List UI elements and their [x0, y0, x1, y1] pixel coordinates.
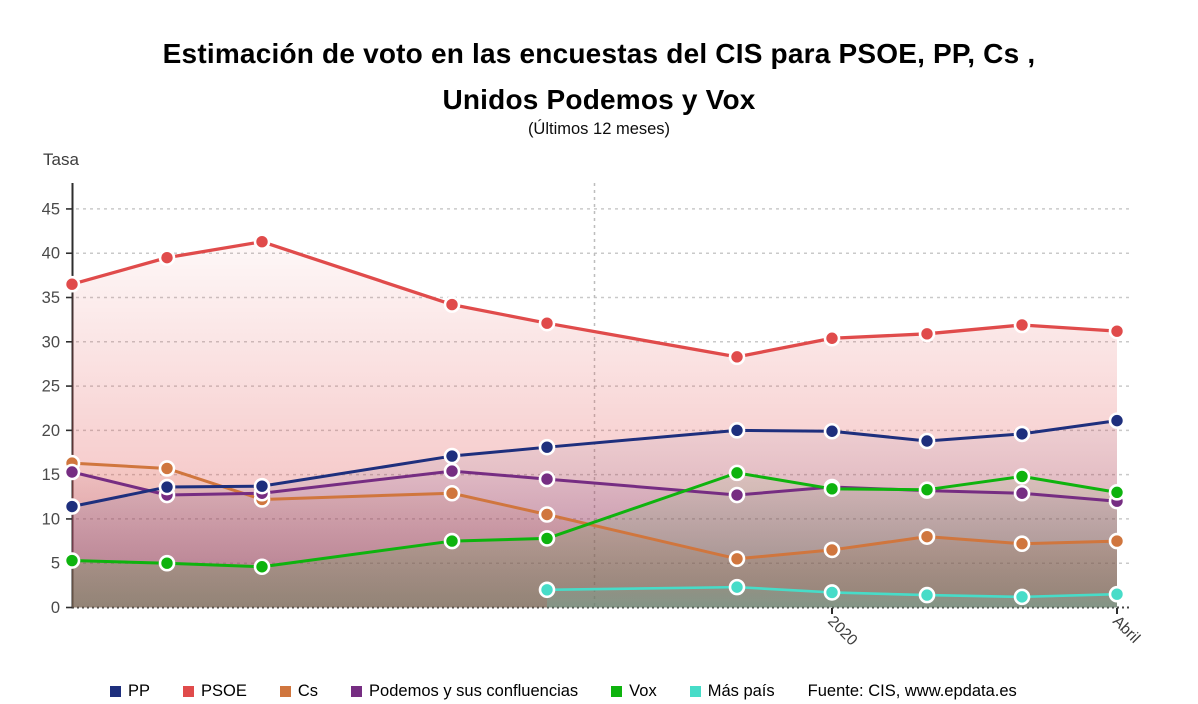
- data-point-PP: [1013, 425, 1031, 443]
- data-point-PP: [63, 498, 81, 515]
- y-tick-label: 30: [42, 333, 60, 351]
- legend-item-psoe[interactable]: PSOE: [183, 682, 247, 701]
- data-point-Más país: [823, 584, 841, 601]
- legend: PP PSOE Cs Podemos y sus confluencias Vo…: [110, 682, 1017, 701]
- data-point-PP: [443, 447, 461, 465]
- x-tick-label: 2020: [824, 613, 861, 650]
- data-point-PSOE: [1108, 322, 1126, 340]
- y-tick-label: 45: [42, 200, 60, 218]
- data-point-Cs: [1108, 532, 1126, 550]
- data-point-Vox: [158, 554, 176, 572]
- y-tick-label: 25: [42, 378, 60, 396]
- data-point-PSOE: [158, 249, 176, 266]
- legend-swatch-podemos-icon: [351, 686, 363, 697]
- source-credit: Fuente: CIS, www.epdata.es: [807, 682, 1017, 700]
- legend-item-cs[interactable]: Cs: [279, 682, 319, 701]
- series-line-PSOE: [71, 240, 1118, 359]
- data-point-Cs: [1013, 535, 1031, 553]
- data-point-Vox: [918, 481, 936, 499]
- data-point-Podemos y sus confluencias: [63, 463, 81, 481]
- data-point-PSOE: [918, 325, 936, 343]
- data-point-PSOE: [728, 348, 746, 366]
- data-point-Cs: [538, 506, 556, 523]
- y-tick-label: 35: [42, 289, 60, 307]
- legend-label-podemos: Podemos y sus confluencias: [369, 682, 579, 700]
- y-tick-label: 15: [42, 466, 60, 484]
- legend-swatch-psoe-icon: [183, 686, 195, 697]
- data-point-Vox: [253, 558, 271, 576]
- y-tick-label: 0: [51, 599, 60, 617]
- data-point-PP: [1108, 412, 1126, 429]
- data-point-PSOE: [1013, 316, 1031, 334]
- data-point-Vox: [823, 480, 841, 498]
- data-point-PP: [538, 438, 556, 456]
- data-point-Vox: [728, 464, 746, 482]
- legend-swatch-cs-icon: [279, 686, 291, 697]
- data-point-Cs: [918, 528, 936, 545]
- data-point-PP: [918, 432, 936, 450]
- legend-label-pp: PP: [128, 682, 151, 700]
- y-tick-label: 40: [42, 245, 60, 263]
- data-point-Cs: [823, 541, 841, 559]
- y-tick-label: 5: [51, 555, 60, 573]
- data-point-Podemos y sus confluencias: [1013, 484, 1031, 502]
- data-point-Cs: [443, 484, 461, 502]
- data-point-Más país: [728, 578, 746, 596]
- legend-item-vox[interactable]: Vox: [611, 682, 657, 701]
- chart-title-line1: Estimación de voto en las encuestas del …: [162, 38, 1036, 69]
- data-point-Cs: [728, 550, 746, 568]
- y-tick-label: 10: [42, 510, 60, 528]
- data-point-Podemos y sus confluencias: [728, 486, 746, 504]
- y-axis-title: Tasa: [43, 150, 79, 169]
- legend-swatch-vox-icon: [611, 686, 623, 697]
- series-line-Vox: [71, 471, 1118, 569]
- legend-swatch-maspais-icon: [689, 686, 701, 697]
- data-point-PSOE: [253, 233, 271, 251]
- series-line-Podemos y sus confluencias: [71, 469, 1118, 503]
- legend-label-vox: Vox: [629, 682, 657, 700]
- data-point-Más país: [538, 581, 556, 599]
- series-line-Más país: [546, 585, 1118, 599]
- legend-item-maspais[interactable]: Más país: [689, 682, 775, 701]
- legend-swatch-pp-icon: [110, 686, 121, 697]
- data-point-PP: [823, 422, 841, 440]
- series-line-Cs: [71, 461, 1118, 561]
- data-point-Vox: [443, 532, 461, 550]
- data-point-PSOE: [823, 329, 841, 347]
- legend-label-cs: Cs: [297, 682, 319, 700]
- data-point-Vox: [538, 530, 556, 547]
- data-point-Podemos y sus confluencias: [538, 470, 556, 488]
- data-point-PSOE: [63, 275, 81, 293]
- series-line-PP: [71, 419, 1118, 508]
- chart-title-line2: Unidos Podemos y Vox: [442, 84, 756, 115]
- series-area-Vox: [72, 472, 1117, 608]
- legend-item-podemos[interactable]: Podemos y sus confluencias: [351, 682, 578, 701]
- data-point-Más país: [1013, 588, 1031, 606]
- x-tick-label: Abril: [1109, 613, 1143, 647]
- legend-label-psoe: PSOE: [201, 682, 247, 700]
- data-point-Vox: [1108, 484, 1126, 501]
- y-tick-label: 20: [42, 422, 60, 440]
- data-point-PP: [253, 477, 271, 495]
- data-point-Más país: [1108, 585, 1126, 603]
- legend-item-pp[interactable]: PP: [110, 682, 150, 701]
- data-point-PP: [728, 422, 746, 439]
- data-point-PSOE: [443, 296, 461, 313]
- data-point-Cs: [158, 460, 176, 477]
- data-point-Vox: [1013, 468, 1031, 485]
- data-point-Vox: [63, 552, 81, 569]
- chart-title: Estimación de voto en las encuestas del …: [0, 31, 1198, 123]
- chart-subtitle: (Últimos 12 meses): [527, 120, 671, 138]
- data-point-PSOE: [538, 314, 556, 332]
- legend-label-maspais: Más país: [707, 682, 775, 700]
- data-point-PP: [158, 478, 176, 496]
- data-point-Más país: [918, 586, 936, 604]
- data-point-Podemos y sus confluencias: [443, 462, 461, 480]
